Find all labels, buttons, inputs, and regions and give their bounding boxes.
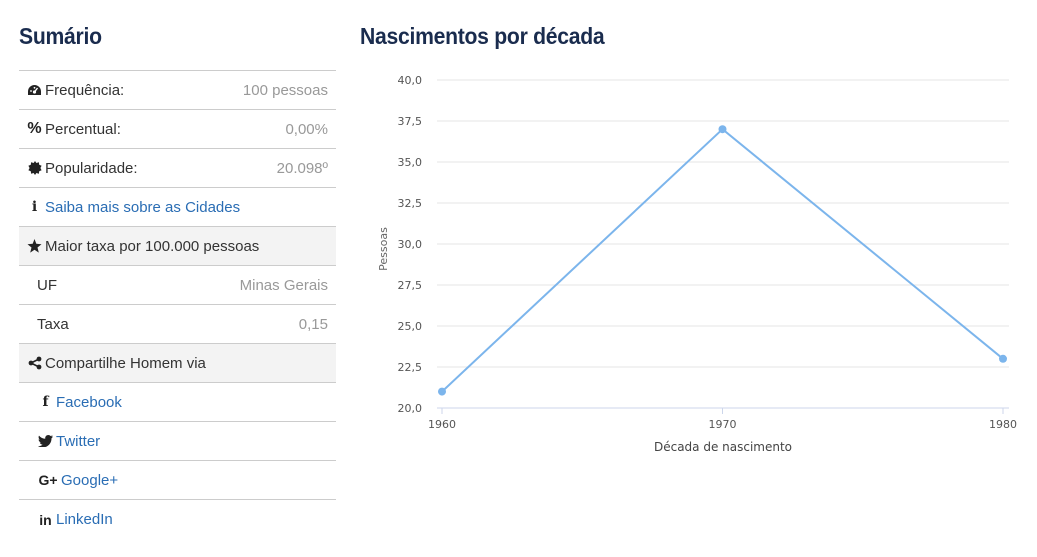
data-point[interactable] xyxy=(999,354,1007,363)
dashboard-icon xyxy=(26,84,43,97)
y-tick-label: 37,5 xyxy=(398,115,423,128)
percent-icon: % xyxy=(27,120,42,137)
info-row[interactable]: i Saiba mais sobre as Cidades xyxy=(19,188,336,227)
twitter-row[interactable]: Twitter xyxy=(19,422,336,461)
data-point[interactable] xyxy=(718,125,727,134)
badge-icon xyxy=(26,161,43,175)
google-plus-row[interactable]: G+ Google+ xyxy=(19,461,336,500)
facebook-icon: f xyxy=(42,394,49,410)
facebook-link[interactable]: Facebook xyxy=(56,393,122,411)
frequency-value: 100 pessoas xyxy=(242,81,328,99)
y-tick-label: 22,5 xyxy=(398,361,423,374)
summary-title: Sumário xyxy=(19,23,102,49)
uf-value: Minas Gerais xyxy=(239,276,328,294)
google-plus-icon: G+ xyxy=(38,472,58,488)
y-tick-label: 40,0 xyxy=(398,74,423,87)
info-icon: i xyxy=(31,199,38,215)
frequency-row: Frequência: 100 pessoas xyxy=(19,71,336,110)
x-tick-label: 1980 xyxy=(989,418,1017,431)
popularity-label: Popularidade: xyxy=(45,159,138,177)
y-tick-label: 32,5 xyxy=(398,197,423,210)
rate-header-label: Maior taxa por 100.000 pessoas xyxy=(45,237,260,255)
y-tick-label: 20,0 xyxy=(398,402,423,415)
twitter-link[interactable]: Twitter xyxy=(56,432,101,450)
summary-panel: Sumário Frequência: 100 pessoas % Percent… xyxy=(19,18,336,539)
summary-table: Frequência: 100 pessoas % Percentual: 0,0… xyxy=(19,70,336,539)
percent-row: % Percentual: 0,00% xyxy=(19,110,336,149)
share-header-row: Compartilhe Homem via xyxy=(19,344,336,383)
y-axis-ticks: 20,0 22,5 25,0 27,5 30,0 32,5 35,0 37,5 40,0 xyxy=(398,74,423,415)
chart-panel: Nascimentos por década 20,0 22,5 25,0 27,5 3… xyxy=(360,18,1020,454)
rate-header-row: Maior taxa por 100.000 pessoas xyxy=(19,227,336,266)
y-tick-label: 27,5 xyxy=(398,279,423,292)
percent-label: Percentual: xyxy=(45,120,121,138)
y-tick-label: 35,0 xyxy=(398,156,423,169)
x-axis: 1960 1970 1980 xyxy=(428,408,1017,431)
linkedin-link[interactable]: LinkedIn xyxy=(56,511,113,528)
y-tick-label: 25,0 xyxy=(398,320,423,333)
facebook-row[interactable]: f Facebook xyxy=(19,383,336,422)
uf-row: UF Minas Gerais xyxy=(19,266,336,305)
google-plus-link[interactable]: Google+ xyxy=(61,471,119,489)
rate-label: Taxa xyxy=(37,315,69,333)
percent-value: 0,00% xyxy=(285,120,328,138)
info-link[interactable]: Saiba mais sobre as Cidades xyxy=(45,198,241,216)
births-line-chart: 20,0 22,5 25,0 27,5 30,0 32,5 35,0 37,5 40,0 196… xyxy=(377,74,1017,454)
popularity-row: Popularidade: 20.098º xyxy=(19,149,336,188)
frequency-label: Frequência: xyxy=(45,81,125,99)
x-tick-label: 1970 xyxy=(709,418,737,431)
data-point[interactable] xyxy=(438,387,446,396)
series-line xyxy=(441,127,1004,393)
linkedin-icon: in xyxy=(39,511,52,528)
y-tick-label: 30,0 xyxy=(398,238,423,251)
chart-title: Nascimentos por década xyxy=(360,23,605,49)
linkedin-row[interactable]: in LinkedIn xyxy=(19,500,336,539)
share-icon xyxy=(26,356,43,370)
star-icon xyxy=(26,239,43,253)
x-axis-label: Década de nascimento xyxy=(654,440,792,454)
x-tick-label: 1960 xyxy=(428,418,456,431)
rate-row: Taxa 0,15 xyxy=(19,305,336,344)
chart-series xyxy=(438,125,1007,396)
rate-value: 0,15 xyxy=(298,315,328,333)
twitter-icon xyxy=(37,435,54,447)
popularity-value: 20.098º xyxy=(276,159,328,177)
uf-label: UF xyxy=(37,276,57,294)
y-axis-label: Pessoas xyxy=(377,227,390,271)
share-header-label: Compartilhe Homem via xyxy=(45,354,206,372)
